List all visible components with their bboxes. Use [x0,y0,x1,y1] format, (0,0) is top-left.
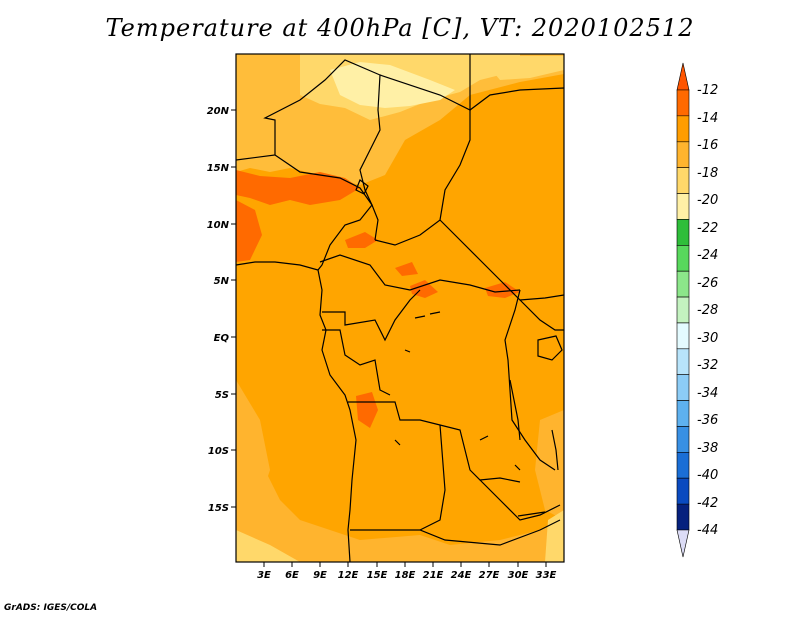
contour-minus14-southsudan [485,282,520,298]
border-ethiopia [469,87,564,111]
lon-tick-label: 21E [423,570,444,581]
border-cameroon-congo [322,289,421,342]
border-sahel [236,54,471,161]
lon-tick-label: 33E [536,570,557,581]
border-gabon [322,329,391,396]
lon-tick-label: 9E [313,570,327,581]
lon-tick-label: 24E [451,570,472,581]
colorbar-label: -22 [697,221,718,236]
lake-tanganyika [509,379,521,441]
border-drc-angola [348,401,521,483]
colorbar-swatch [676,374,690,401]
contour-minus14-car-west [345,232,378,248]
lon-tick-label: 18E [395,570,416,581]
lake-chad [355,179,369,195]
lat-tick-label: 10S [208,446,229,457]
colorbar-label: -24 [697,248,718,263]
border-chad-car [374,219,564,301]
colorbar-label: -32 [697,358,718,373]
colorbar-label: -26 [697,276,718,291]
lon-tick-label: 30E [508,570,529,581]
colorbar-swatch [676,426,690,453]
drc-river-marks [394,311,521,471]
colorbar-label: -36 [697,413,718,428]
colorbar-swatch [676,296,690,324]
contour-minus14-angola [356,392,378,428]
border-uganda-kenya [519,299,564,331]
colorbar-label: -16 [697,138,718,153]
colorbar-swatch [676,322,690,350]
border-angola-zambia [419,424,446,531]
colorbar-swatch [676,62,690,91]
colorbar-swatch [676,115,690,143]
contour-minus18-northeast [480,56,564,80]
colorbar-swatch [676,400,690,427]
border-drc-east [504,289,556,471]
colorbar-label: -12 [697,83,718,98]
lat-tick-label: 5N [214,276,230,287]
border-zambia-mozambique [479,479,561,521]
lat-tick-label: 20N [207,106,230,117]
colorbar-swatch [676,529,690,558]
colorbar-swatch [676,477,690,505]
border-chad-sudan [359,74,381,241]
colorbar-swatch [676,244,690,272]
colorbar-label: -14 [697,111,718,126]
lat-tick-label: EQ [214,333,230,344]
border-nigeria [274,154,373,271]
colorbar-swatch [676,270,690,298]
lat-tick-label: 5S [215,390,229,401]
colorbar-label: -42 [697,496,718,511]
contour-minus14-sahel [236,170,360,205]
colorbar-swatch [676,348,690,376]
colorbar-swatch [676,141,690,168]
border-sudan-ss [439,110,471,221]
temperature-field [236,54,564,562]
colorbar [676,62,690,558]
colorbar-label: -18 [697,166,718,181]
colorbar-label: -28 [697,303,718,318]
map-frame [235,53,565,563]
contour-minus18-southeast [545,510,564,562]
chart-title: Temperature at 400hPa [C], VT: 202010251… [105,14,695,42]
contour-minus20-north [330,62,455,108]
colorbar-swatch [676,89,690,117]
lat-tick-label: 15N [207,163,230,174]
lon-tick-label: 15E [367,570,388,581]
colorbar-labels: -12 -14 -16 -18 -20 -22 -24 -26 -28 -30 … [697,83,718,538]
lon-axis: 3E 6E 9E 12E 15E 18E 21E 24E 27E 30E 33E [257,562,557,581]
lat-axis: 20N 15N 10N 5N EQ 5S 10S 15S [207,106,236,514]
colorbar-swatch [676,503,690,531]
lon-tick-label: 3E [257,570,271,581]
credit-text: GrADS: IGES/COLA [4,603,98,613]
contour-minus16-southwest [236,380,270,505]
lon-tick-label: 27E [479,570,500,581]
contour-minus16-southeast [535,410,564,520]
coastline-west-africa [236,261,357,562]
lake-malawi [551,429,559,471]
contour-minus14-west [236,200,262,262]
colorbar-label: -34 [697,386,718,401]
colorbar-swatch [676,219,690,246]
contour-minus18-southwest [236,530,300,562]
colorbar-label: -44 [697,523,718,538]
border-angola-namibia [350,519,561,546]
colorbar-label: -30 [697,331,718,346]
colorbar-swatch [676,193,690,220]
lake-victoria [537,335,563,361]
colorbar-label: -40 [697,468,718,483]
lat-tick-label: 15S [208,503,229,514]
colorbar-swatch [676,167,690,194]
lon-tick-label: 12E [338,570,359,581]
border-car-drc [319,254,521,293]
colorbar-label: -38 [697,441,718,456]
lake-kariba [517,511,546,517]
colorbar-swatch [676,452,690,479]
lat-tick-label: 10N [207,220,230,231]
contour-minus14-car-east [395,262,418,276]
lon-tick-label: 6E [285,570,299,581]
colorbar-label: -20 [697,193,718,208]
country-borders [236,54,564,562]
